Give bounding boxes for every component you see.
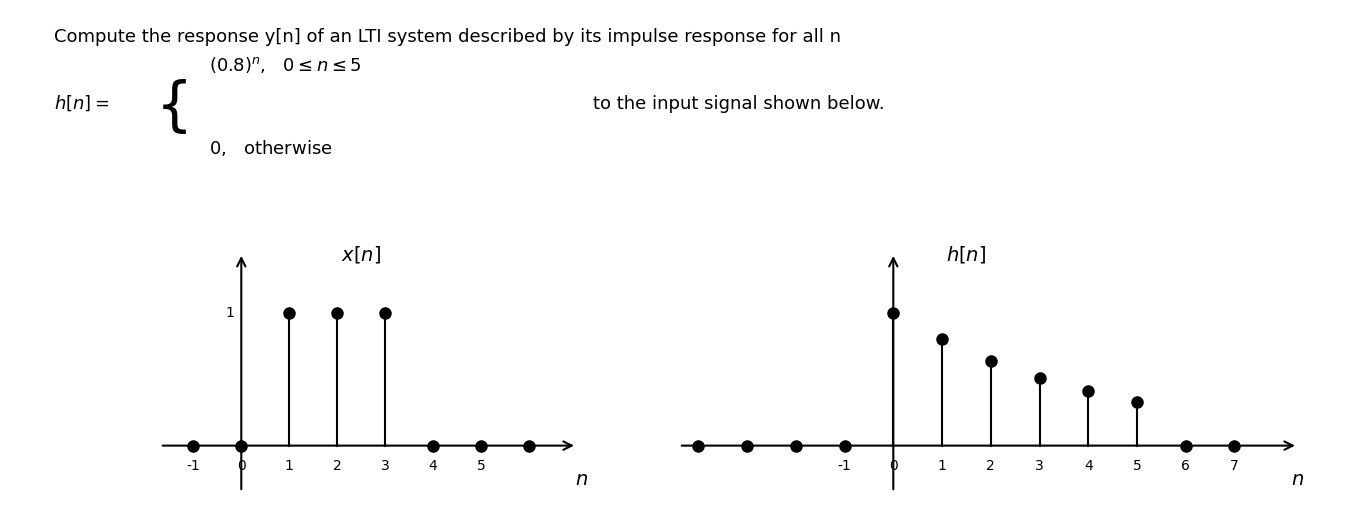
Text: $h[n] =$: $h[n] =$ [54,94,109,113]
Text: 7: 7 [1231,459,1239,473]
Text: $n$: $n$ [1291,469,1305,488]
Text: 5: 5 [1132,459,1142,473]
Text: 5: 5 [477,459,485,473]
Text: 4: 4 [429,459,437,473]
Text: 6: 6 [1181,459,1190,473]
Text: $x[n]$: $x[n]$ [341,244,381,265]
Text: $\{$: $\{$ [155,77,187,136]
Text: 2: 2 [987,459,995,473]
Text: $(0.8)^n$,   $0 \leq n \leq 5$: $(0.8)^n$, $0 \leq n \leq 5$ [209,55,361,75]
Text: 1: 1 [225,306,235,320]
Text: Compute the response y[n] of an LTI system described by its impulse response for: Compute the response y[n] of an LTI syst… [54,28,841,47]
Text: 0: 0 [237,459,245,473]
Text: $0$,   otherwise: $0$, otherwise [209,138,333,157]
Text: 3: 3 [380,459,390,473]
Text: 4: 4 [1084,459,1093,473]
Text: $h[n]$: $h[n]$ [946,244,987,265]
Text: 1: 1 [284,459,294,473]
Text: -1: -1 [837,459,852,473]
Text: to the input signal shown below.: to the input signal shown below. [593,95,884,112]
Text: 0: 0 [888,459,898,473]
Text: $n$: $n$ [576,469,588,488]
Text: 2: 2 [333,459,341,473]
Text: -1: -1 [186,459,201,473]
Text: 3: 3 [1035,459,1043,473]
Text: 1: 1 [938,459,946,473]
